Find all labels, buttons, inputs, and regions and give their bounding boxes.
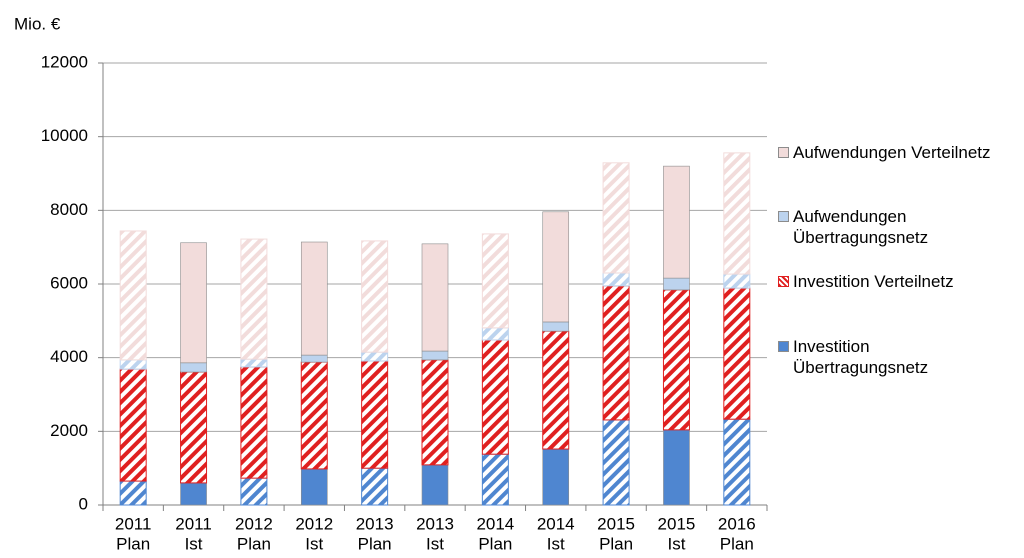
x-tick-label: Plan bbox=[358, 534, 392, 553]
x-tick-label: 2011 bbox=[175, 514, 212, 533]
bar-segment bbox=[542, 330, 570, 450]
x-tick-label: 2012 bbox=[235, 514, 273, 533]
bar-segment bbox=[723, 273, 751, 289]
legend-item: Aufwendungen Übertragungsnetz bbox=[778, 206, 948, 248]
y-axis-label: Mio. € bbox=[14, 14, 61, 33]
y-tick-label: 10000 bbox=[41, 126, 88, 145]
bar-segment bbox=[602, 162, 630, 274]
bar-segment bbox=[723, 418, 751, 506]
bar-segment bbox=[421, 243, 449, 352]
bar-segment bbox=[663, 429, 690, 506]
x-tick-label: Plan bbox=[116, 534, 150, 553]
bar-segment bbox=[180, 371, 208, 484]
bar-segment bbox=[602, 419, 630, 506]
legend-item: Aufwendungen Verteilnetz bbox=[778, 142, 1018, 163]
bar-segment bbox=[542, 448, 570, 506]
legend-swatch bbox=[778, 341, 789, 352]
y-tick-label: 4000 bbox=[50, 347, 88, 366]
y-tick-label: 12000 bbox=[41, 52, 88, 71]
bar-segment bbox=[662, 289, 690, 431]
bar-segment bbox=[602, 272, 630, 287]
bar-segment bbox=[481, 327, 509, 341]
bar-segment bbox=[602, 285, 630, 421]
bar-segment bbox=[119, 368, 147, 482]
bar-segment bbox=[119, 480, 147, 506]
legend-item: Investition Übertragungsnetz bbox=[778, 336, 948, 378]
bar-segment bbox=[421, 350, 449, 361]
x-tick-label: Ist bbox=[185, 534, 203, 553]
bar-segment bbox=[240, 477, 268, 506]
bar-segment bbox=[361, 351, 389, 362]
x-tick-label: Ist bbox=[667, 534, 685, 553]
x-tick-label: 2015 bbox=[597, 514, 635, 533]
bar-segment bbox=[361, 467, 389, 506]
bar-segment bbox=[421, 464, 449, 506]
bar-segment bbox=[723, 152, 751, 275]
y-tick-label: 2000 bbox=[50, 421, 88, 440]
bar-segment bbox=[119, 230, 147, 361]
bar-segment bbox=[300, 361, 328, 470]
bar-segment bbox=[481, 233, 509, 329]
x-tick-label: 2016 bbox=[718, 514, 756, 533]
bar-segment bbox=[663, 277, 690, 291]
legend-item: Investition Verteilnetz bbox=[778, 271, 1018, 292]
bar-segment bbox=[361, 360, 389, 469]
bar-segment bbox=[542, 211, 570, 323]
legend-label: Aufwendungen Übertragungsnetz bbox=[793, 207, 929, 247]
x-tick-label: 2012 bbox=[295, 514, 333, 533]
legend-label: Investition Verteilnetz bbox=[793, 272, 954, 291]
bar-segment bbox=[663, 165, 690, 279]
x-tick-label: 2013 bbox=[416, 514, 454, 533]
bar-segment bbox=[542, 321, 570, 332]
bar-segment bbox=[361, 240, 389, 353]
x-tick-label: 2014 bbox=[476, 514, 514, 533]
legend-swatch bbox=[778, 147, 789, 158]
x-tick-label: Ist bbox=[426, 534, 444, 553]
legend-swatch bbox=[778, 211, 789, 222]
bar-segment bbox=[481, 453, 509, 506]
bar-segment bbox=[180, 362, 207, 373]
x-tick-label: Plan bbox=[720, 534, 754, 553]
bar-segment bbox=[300, 468, 328, 506]
bar-segment bbox=[300, 354, 328, 363]
y-tick-label: 8000 bbox=[50, 200, 88, 219]
x-tick-label: 2013 bbox=[356, 514, 394, 533]
y-tick-label: 6000 bbox=[50, 273, 88, 292]
x-tick-label: 2011 bbox=[115, 514, 152, 533]
x-tick-label: Plan bbox=[478, 534, 512, 553]
x-tick-label: 2014 bbox=[537, 514, 575, 533]
bar-segment bbox=[180, 482, 207, 506]
x-tick-label: Ist bbox=[305, 534, 323, 553]
bar-segment bbox=[240, 366, 268, 479]
legend-label: Investition Übertragungsnetz bbox=[793, 337, 929, 377]
bar-segment bbox=[180, 242, 207, 364]
bar-segment bbox=[421, 359, 449, 466]
x-tick-label: Ist bbox=[547, 534, 565, 553]
legend-swatch bbox=[778, 276, 789, 287]
bar-segment bbox=[723, 287, 751, 420]
legend-label: Aufwendungen Verteilnetz bbox=[793, 143, 991, 162]
x-tick-label: 2015 bbox=[658, 514, 696, 533]
bar-segment bbox=[300, 241, 328, 356]
bar-segment bbox=[481, 339, 509, 455]
bar-segment bbox=[240, 238, 268, 360]
bar-segment bbox=[119, 359, 147, 370]
y-tick-label: 0 bbox=[79, 494, 88, 513]
x-tick-label: Plan bbox=[237, 534, 271, 553]
x-tick-label: Plan bbox=[599, 534, 633, 553]
bar-segment bbox=[240, 358, 268, 368]
